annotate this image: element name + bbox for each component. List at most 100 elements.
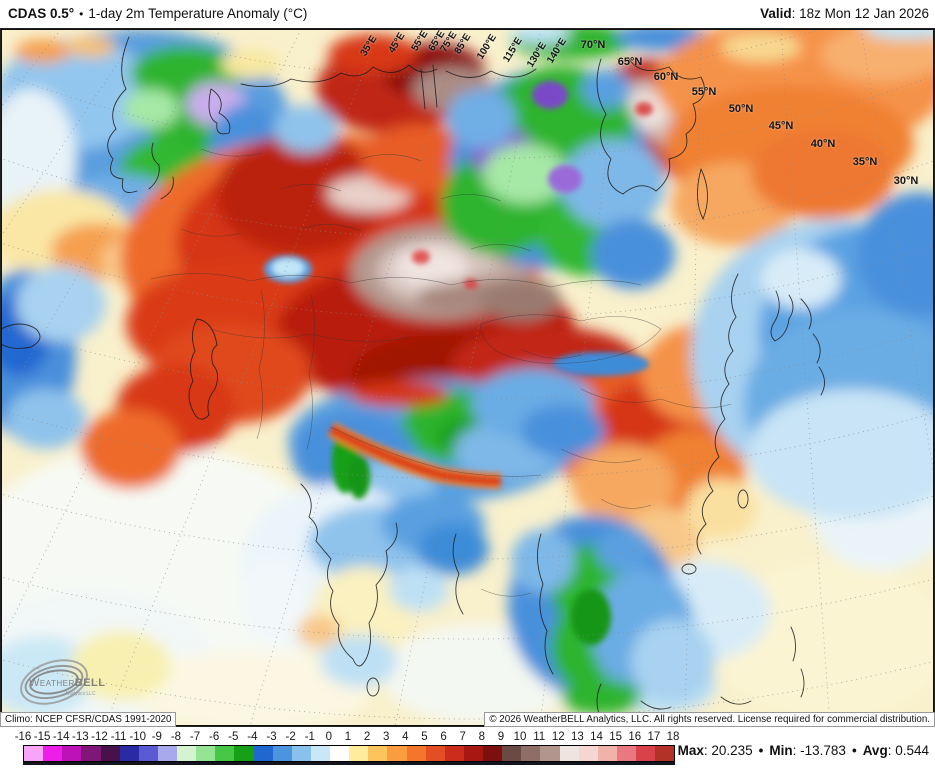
colorbar-segment (330, 746, 350, 761)
colorbar-tick: 13 (571, 731, 584, 743)
colorbar-segment (138, 746, 158, 761)
colorbar-tick: -7 (189, 731, 201, 743)
colorbar-segment (406, 746, 426, 761)
colorbar-segment (291, 746, 311, 761)
latitude-label: 40°N (810, 138, 836, 150)
latitude-label: 55°N (691, 86, 717, 98)
latitude-label: 50°N (728, 103, 754, 115)
colorbar-tick: 18 (666, 731, 680, 743)
graticule (1, 29, 934, 726)
latitude-label: 60°N (653, 71, 679, 83)
product-title: CDAS 0.5° • 1-day 2m Temperature Anomaly (… (8, 6, 307, 21)
colorbar (23, 745, 675, 762)
colorbar-segment (100, 746, 120, 761)
anomaly-details (264, 81, 653, 645)
colorbar-segment (655, 746, 675, 761)
colorbar-tick: 16 (628, 731, 642, 743)
colorbar-tick: 4 (402, 731, 409, 743)
colorbar-segment (616, 746, 636, 761)
colorbar-tick: 7 (459, 731, 466, 743)
colorbar-segment (119, 746, 139, 761)
colorbar-segment (62, 746, 82, 761)
latitude-label: 70°N (580, 39, 606, 51)
colorbar-tick: 2 (363, 731, 371, 743)
colorbar-tick: 15 (609, 731, 623, 743)
logo-subtitle: Analytics LLC (65, 691, 96, 697)
colorbar-segment (387, 746, 407, 761)
logo-word-bell: BELL (74, 677, 106, 689)
colorbar-tick: -16 (14, 731, 32, 743)
colorbar-segment (349, 746, 369, 761)
colorbar-tick: 11 (533, 731, 546, 743)
colorbar-tick: 14 (590, 731, 603, 743)
stat-label-avg: Avg (862, 743, 888, 758)
climo-note: Climo: NCEP CFSR/CDAS 1991-2020 (0, 712, 177, 727)
colorbar-segment (540, 746, 560, 761)
colorbar-segment (444, 746, 464, 761)
colorbar-segment (157, 746, 177, 761)
colorbar-segment (578, 746, 598, 761)
title-bullet: • (79, 7, 84, 21)
colorbar-tick: -15 (33, 731, 51, 743)
colorbar-segment (272, 746, 292, 761)
valid-time: Valid: 18z Mon 12 Jan 2026 (760, 6, 929, 21)
colorbar-tick: 1 (344, 731, 352, 743)
colorbar-tick: -12 (91, 731, 108, 743)
colorbar-segment (196, 746, 216, 761)
valid-label: Valid (760, 6, 792, 21)
colorbar-tick: -10 (129, 731, 147, 743)
stat-label-max: Max (677, 743, 704, 758)
colorbar-segment (425, 746, 445, 761)
colorbar-segment (43, 746, 63, 761)
colorbar-tick: 5 (421, 731, 428, 743)
colorbar-segment (521, 746, 541, 761)
latitude-label: 45°N (768, 120, 794, 132)
colorbar-tick: -1 (304, 731, 315, 743)
stat-label-min: Min (769, 743, 793, 758)
colorbar-tick: 8 (478, 731, 486, 743)
colorbar-tick: 3 (383, 731, 390, 743)
colorbar-tick: 17 (647, 731, 661, 743)
colorbar-tick: -11 (110, 731, 127, 743)
logo-text: WeatherBELL (29, 677, 105, 689)
latitude-label: 65°N (617, 56, 643, 68)
copyright-note: © 2026 WeatherBELL Analytics, LLC. All r… (484, 712, 935, 727)
colorbar-tick: -4 (247, 731, 258, 743)
colorbar-tick: 6 (440, 731, 447, 743)
colorbar-tick: 9 (497, 731, 505, 743)
colorbar-tick: -6 (209, 731, 220, 743)
map-canvas (1, 29, 934, 726)
stat-value-min: : -13.783 (792, 743, 846, 758)
header-bar: CDAS 0.5° • 1-day 2m Temperature Anomaly (… (0, 0, 935, 28)
field-stats: Max: 20.235 • Min: -13.783 • Avg: 0.544 (678, 743, 929, 758)
product-name: 1-day 2m Temperature Anomaly (°C) (88, 6, 308, 21)
colorbar-tick: -13 (72, 731, 89, 743)
colorbar-segment (368, 746, 388, 761)
colorbar-segment (215, 746, 235, 761)
weatherbell-logo: WeatherBELL Analytics LLC (13, 651, 105, 713)
stats-separator: • (758, 743, 764, 758)
colorbar-segment (177, 746, 197, 761)
colorbar-tick: 12 (551, 731, 565, 743)
colorbar-tick: -2 (285, 731, 296, 743)
colorbar-segment (234, 746, 254, 761)
colorbar-segment (81, 746, 101, 761)
colorbar-segment (253, 746, 273, 761)
anomaly-field (1, 29, 934, 726)
colorbar-segment (636, 746, 656, 761)
anomaly-map: 70°N 65°N 60°N 55°N 50°N 45°N 40°N 35°N 30°N 35°… (0, 28, 935, 727)
colorbar-tick: -8 (170, 731, 182, 743)
coastlines (1, 36, 825, 720)
colorbar-segment (559, 746, 579, 761)
stat-value-avg: : 0.544 (887, 743, 929, 758)
colorbar-segment (483, 746, 503, 761)
colorbar-segment (463, 746, 483, 761)
stat-value-max: : 20.235 (703, 743, 753, 758)
stats-separator: • (851, 743, 857, 758)
latitude-label: 35°N (852, 156, 878, 168)
colorbar-segment (597, 746, 617, 761)
colorbar-tick: -9 (151, 731, 162, 743)
colorbar-tick: -5 (228, 731, 239, 743)
latitude-label: 30°N (893, 175, 919, 187)
